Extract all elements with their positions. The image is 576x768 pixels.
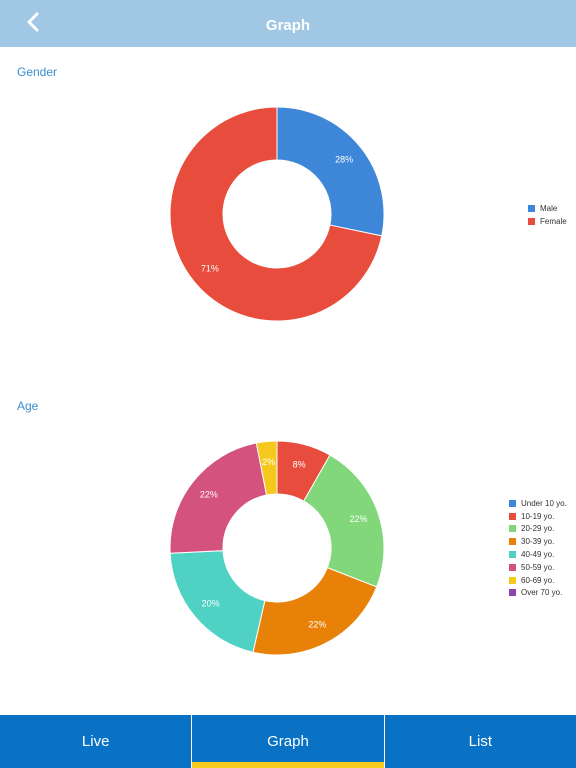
legend-label: Over 70 yo. — [521, 588, 563, 598]
legend-label: 10-19 yo. — [521, 511, 555, 521]
slice-label-10-19-yo: 8% — [293, 459, 306, 469]
legend-label: Female — [540, 216, 567, 226]
legend-item-60-69-yo: 60-69 yo. — [509, 574, 567, 587]
back-button[interactable] — [22, 10, 52, 40]
tab-live-label: Live — [81, 733, 110, 750]
slice-20-29-yo — [303, 454, 385, 588]
legend-swatch — [509, 538, 516, 546]
tab-list-label: List — [468, 733, 492, 750]
legend-label: 50-59 yo. — [521, 562, 555, 572]
tab-bar: Live Graph List — [0, 715, 576, 768]
slice-label-male: 28% — [335, 154, 353, 164]
legend-item-10-19-yo: 10-19 yo. — [509, 510, 567, 523]
legend-item-under-10-yo: Under 10 yo. — [509, 497, 567, 510]
legend-label: 20-29 yo. — [521, 524, 555, 534]
legend-item-20-29-yo: 20-29 yo. — [509, 523, 567, 536]
slice-label-50-59-yo: 22% — [200, 490, 218, 500]
legend-swatch — [509, 512, 516, 520]
age-section-title: Age — [17, 399, 39, 413]
legend-item-40-49-yo: 40-49 yo. — [509, 548, 567, 561]
legend-label: Under 10 yo. — [521, 498, 567, 508]
slice-50-59-yo — [169, 442, 268, 554]
legend-swatch — [509, 551, 516, 559]
slice-female — [169, 106, 383, 322]
legend-swatch — [509, 576, 516, 584]
slice-60-69-yo — [255, 440, 278, 496]
slice-label-20-29-yo: 22% — [350, 514, 368, 524]
tab-list[interactable]: List — [383, 715, 576, 768]
legend-swatch — [509, 525, 516, 533]
gender-donut-chart: 28% 71% — [169, 106, 385, 322]
tab-graph-label: Graph — [267, 733, 309, 750]
tab-live[interactable]: Live — [0, 715, 191, 768]
chevron-left-icon — [27, 12, 39, 32]
slice-label-60-69-yo: 2% — [262, 457, 275, 467]
page-title: Graph — [265, 16, 311, 34]
slice-40-49-yo — [169, 550, 266, 653]
legend-item-over-70-yo: Over 70 yo. — [509, 587, 567, 600]
gender-legend: Male Female — [528, 202, 567, 228]
legend-item-male: Male — [528, 202, 567, 215]
slice-label-female: 71% — [201, 264, 219, 274]
legend-label: 40-49 yo. — [521, 550, 555, 560]
age-legend: Under 10 yo. 10-19 yo. 20-29 yo. 30-39 yo. 4… — [509, 497, 567, 599]
legend-item-30-39-yo: 30-39 yo. — [509, 535, 567, 548]
legend-swatch — [509, 589, 516, 597]
navigation-bar: Graph — [0, 0, 576, 47]
legend-item-50-59-yo: 50-59 yo. — [509, 561, 567, 574]
legend-label: 60-69 yo. — [521, 575, 555, 585]
legend-swatch — [509, 563, 516, 571]
slice-30-39-yo — [252, 567, 378, 656]
legend-label: 30-39 yo. — [521, 537, 555, 547]
legend-swatch — [528, 204, 535, 212]
legend-swatch — [509, 499, 516, 507]
gender-section-title: Gender — [17, 65, 58, 79]
legend-swatch — [528, 217, 535, 225]
slice-label-30-39-yo: 22% — [308, 619, 326, 629]
tab-graph[interactable]: Graph — [191, 715, 384, 768]
legend-label: Male — [540, 203, 558, 213]
slice-male — [276, 106, 385, 237]
age-donut-chart: 8% 22% 22% 20% 22% 2% — [169, 440, 385, 656]
legend-item-female: Female — [528, 215, 567, 228]
slice-label-40-49-yo: 20% — [202, 598, 220, 608]
